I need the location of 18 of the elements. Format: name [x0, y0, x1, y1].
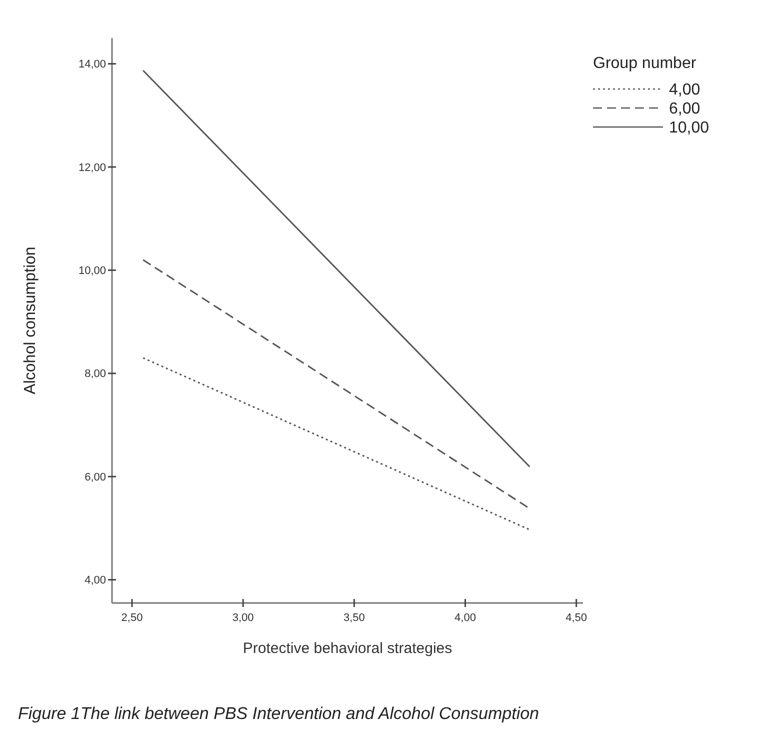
y-tick-label: 8,00	[84, 368, 106, 380]
y-axis-title: Alcohol consumption	[22, 246, 39, 394]
x-tick-label: 3,50	[343, 612, 365, 624]
y-tick-label: 4,00	[84, 574, 106, 587]
x-axis-title: Protective behavioral strategies	[242, 640, 452, 657]
y-tick-label: 10,00	[78, 265, 106, 278]
caption: Figure 1The link between PBS Intervention and Alcohol Consumption	[18, 704, 540, 723]
y-tick-label: 12,00	[78, 162, 106, 174]
legend-label: 10,00	[669, 120, 710, 137]
x-tick-label: 2,50	[121, 612, 143, 624]
y-tick-label: 14,00	[78, 58, 106, 71]
x-tick-label: 3,00	[232, 612, 254, 624]
legend-label: 6,00	[669, 100, 700, 118]
x-tick-label: 4,50	[566, 612, 588, 624]
y-tick-label: 6,00	[84, 471, 106, 484]
x-tick-label: 4,00	[454, 612, 476, 624]
legend-label: 4,00	[669, 82, 700, 99]
legend-title: Group number	[593, 55, 697, 72]
